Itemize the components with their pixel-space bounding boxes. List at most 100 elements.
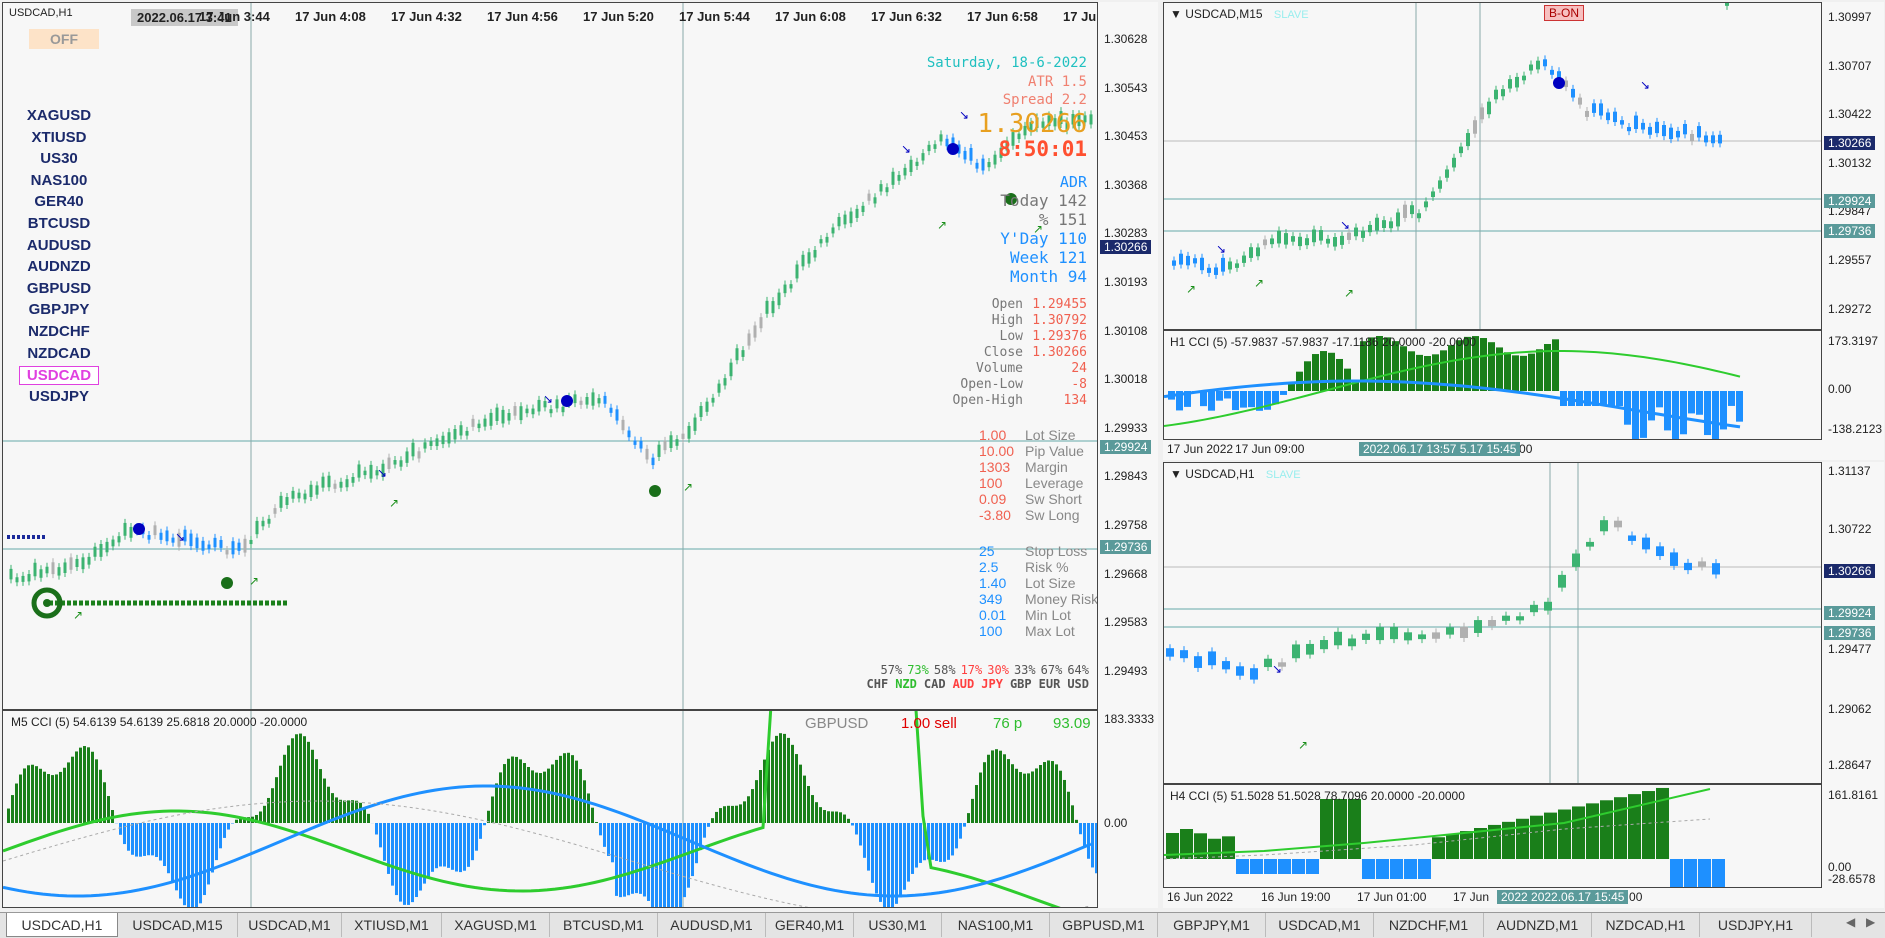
cci-bar (595, 821, 598, 823)
candle (1166, 648, 1174, 657)
m15-chart-window[interactable]: ↗ ↗ ↗ ↘ ↘ ↘ ▼ USDCAD,M15 SLAVE B-ON (1163, 2, 1822, 330)
symbol-button-audnzd[interactable]: AUDNZD (27, 258, 91, 276)
cci-bar (1184, 391, 1191, 407)
symbol-button-nzdcad[interactable]: NZDCAD (27, 344, 91, 362)
main-price-chart[interactable]: ↗ ↗ ↗ ↗ ↗ ↗ ↘ ↘ ↘ ↘ ↘ (3, 3, 1098, 710)
tab-usdcad-m1[interactable]: USDCAD,M1 (1266, 913, 1374, 937)
signal-dot-blue (133, 523, 145, 535)
h1-cci-window[interactable]: H4 CCI (5) 51.5028 51.5028 78.7096 20.00… (1163, 784, 1822, 888)
price-label: 1.30132 (1828, 155, 1872, 170)
cci-bar (883, 823, 886, 907)
m15-price-chart[interactable]: ↗ ↗ ↗ ↘ ↘ ↘ (1164, 3, 1822, 330)
tab-us30-m1[interactable]: US30,M1 (854, 913, 942, 937)
candle (1529, 64, 1533, 71)
candle (339, 481, 343, 488)
symbol-button-us30[interactable]: US30 (40, 150, 78, 168)
candle (1494, 89, 1498, 100)
symbol-button-btcusd[interactable]: BTCUSD (27, 215, 91, 232)
cci-bar (1264, 859, 1277, 874)
candle (1368, 224, 1372, 233)
candle (471, 418, 475, 427)
candle (57, 567, 61, 576)
main-cci-window[interactable]: M5 CCI (5) 54.6139 54.6139 25.6818 20.00… (2, 710, 1098, 908)
sell-arrow: ↘ (543, 392, 553, 406)
candle (1200, 257, 1204, 271)
tab-nzdchf-m1[interactable]: NZDCHF,M1 (1374, 913, 1484, 937)
tab-scroll-right-icon[interactable]: ▶ (1866, 915, 1876, 929)
candle (1431, 191, 1435, 198)
tab-usdcad-m1[interactable]: USDCAD,M1 (238, 913, 342, 937)
cci-bar (155, 823, 158, 857)
time-label: 17 Jun 6:32 (871, 9, 942, 24)
tab-usdcad-m15[interactable]: USDCAD,M15 (118, 913, 238, 937)
tab-audusd-m1[interactable]: AUDUSD,M1 (658, 913, 766, 937)
collapse-icon[interactable]: ▼ (1170, 467, 1186, 481)
symbol-button-ger40[interactable]: GER40 (34, 193, 84, 211)
collapse-icon[interactable]: ▼ (1170, 7, 1186, 21)
symbol-button-gbpjpy[interactable]: GBPJPY (28, 301, 90, 319)
tab-usdcad-h1[interactable]: USDCAD,H1 (6, 913, 118, 937)
tab-nzdcad-h1[interactable]: NZDCAD,H1 (1592, 913, 1700, 937)
tab-btcusd-m1[interactable]: BTCUSD,M1 (550, 913, 658, 937)
price-label: 1.30997 (1828, 10, 1872, 24)
cci-bar (1224, 391, 1231, 399)
symbol-button-gbpusd[interactable]: GBPUSD (26, 279, 92, 297)
cci-bar (367, 813, 370, 823)
h1-price-chart[interactable]: ↘↗ (1164, 463, 1822, 784)
price-label: 1.30368 (1104, 177, 1148, 192)
cci-bar (1432, 837, 1445, 859)
cci-bar (879, 823, 882, 902)
candle (741, 350, 745, 357)
info-row: 25 Stop Loss (979, 543, 1097, 559)
tab-gbpusd-m1[interactable]: GBPUSD,M1 (1050, 913, 1158, 937)
current-price-tag: 1.30266 (1824, 564, 1876, 578)
cci-bar (711, 818, 714, 823)
m15-cci-window[interactable]: H1 CCI (5) -57.9837 -57.9837 -17.1186 20… (1163, 330, 1822, 440)
h1-chart-window[interactable]: ↘ ↗ ▼ USDCAD,H1 SLAVE (1163, 462, 1822, 784)
tab-gbpjpy-m1[interactable]: GBPJPY,M1 (1158, 913, 1266, 937)
candle (1530, 604, 1538, 613)
cci-bar (1051, 761, 1054, 823)
cci-signal-line (3, 800, 1092, 907)
symbol-button-usdcad[interactable]: USDCAD (19, 366, 99, 386)
tab-audnzd-m1[interactable]: AUDNZD,M1 (1484, 913, 1592, 937)
candle (1298, 236, 1302, 247)
cci-bar (439, 823, 442, 867)
cci-level: 183.3333 (1104, 712, 1155, 726)
off-button[interactable]: OFF (29, 29, 99, 49)
tab-xagusd-m1[interactable]: XAGUSD,M1 (442, 913, 550, 937)
tab-xtiusd-m1[interactable]: XTIUSD,M1 (342, 913, 442, 937)
symbol-button-audusd[interactable]: AUDUSD (26, 236, 92, 254)
cci-bar (87, 747, 90, 823)
symbol-button-nas100[interactable]: NAS100 (30, 171, 88, 189)
tab-ger40-m1[interactable]: GER40,M1 (766, 913, 854, 937)
symbol-button-usdjpy[interactable]: USDJPY (28, 387, 90, 405)
symbol-button-xtiusd[interactable]: XTIUSD (31, 128, 87, 146)
cci-bar (419, 823, 422, 891)
cci-bar (1216, 391, 1223, 401)
candle (369, 464, 373, 479)
cci-bar (979, 772, 982, 823)
cci-bar (415, 823, 418, 898)
price-label: 1.29477 (1828, 642, 1872, 656)
tab-nas100-m1[interactable]: NAS100,M1 (942, 913, 1050, 937)
main-chart-window[interactable]: ↗ ↗ ↗ ↗ ↗ ↗ ↘ ↘ ↘ ↘ ↘ USDCAD,H1 2022.06.17 3:41 OF… (2, 2, 1098, 710)
hline-price-tag: 1.29924 (1824, 194, 1876, 208)
cci-bar (1200, 391, 1207, 407)
symbol-button-xagusd[interactable]: XAGUSD (26, 107, 92, 124)
symbol-button-nzdchf[interactable]: NZDCHF (28, 323, 90, 340)
candle (1005, 140, 1009, 151)
cci-bar (531, 770, 534, 823)
cci-bar (703, 823, 706, 838)
cci-bar (1352, 380, 1359, 391)
cci-bar (271, 788, 274, 823)
cci-bar (819, 807, 822, 823)
cci-bar (1023, 773, 1026, 823)
candle (837, 216, 841, 227)
candle (1585, 110, 1589, 117)
bon-button[interactable]: B-ON (1544, 5, 1584, 21)
cci-bar (975, 785, 978, 823)
tab-scroll-left-icon[interactable]: ◀ (1846, 915, 1856, 929)
tab-usdjpy-h1[interactable]: USDJPY,H1 (1700, 913, 1812, 937)
h1-cci-chart (1164, 787, 1725, 887)
